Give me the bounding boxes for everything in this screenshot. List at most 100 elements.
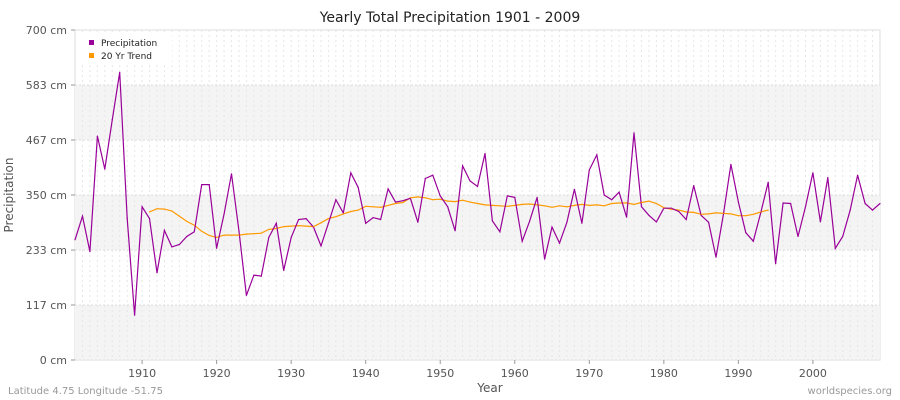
trend-point	[521, 203, 523, 205]
trend-point	[737, 215, 740, 217]
precipitation-point	[648, 214, 650, 216]
precipitation-point	[268, 236, 270, 238]
precipitation-point	[812, 172, 814, 174]
precipitation-point	[491, 220, 493, 222]
trend-point	[402, 201, 404, 204]
trend-point	[633, 203, 635, 205]
legend-label-20yr-trend: 20 Yr Trend	[101, 52, 152, 62]
precipitation-point	[529, 220, 531, 222]
precipitation-point	[372, 217, 374, 219]
precipitation-point	[365, 222, 367, 224]
precipitation-point	[402, 200, 404, 202]
trend-point	[394, 202, 397, 205]
trend-point	[462, 199, 464, 201]
precipitation-point	[760, 212, 762, 214]
trend-point	[298, 225, 300, 227]
trend-point	[178, 215, 180, 217]
precipitation-point	[380, 218, 382, 221]
trend-point	[551, 206, 553, 208]
x-tick-label: 1950	[426, 367, 454, 380]
trend-point	[655, 202, 658, 205]
precipitation-point	[804, 206, 807, 208]
data-points	[74, 71, 881, 316]
precipitation-point	[230, 173, 233, 175]
trend-point	[208, 234, 210, 237]
precipitation-point	[588, 169, 590, 171]
precipitation-point	[827, 177, 829, 179]
precipitation-point	[864, 202, 866, 205]
trend-point	[357, 209, 359, 211]
y-axis-label: Precipitation	[2, 157, 16, 232]
trend-point	[432, 199, 434, 201]
precipitation-point	[514, 196, 516, 198]
trend-point	[156, 208, 158, 210]
precipitation-point	[790, 202, 792, 205]
precipitation-point	[469, 180, 471, 182]
precipitation-point	[245, 294, 247, 296]
precipitation-point	[163, 229, 165, 231]
precipitation-point	[544, 258, 546, 260]
trend-point	[327, 218, 329, 220]
trend-point	[335, 216, 337, 218]
trend-point	[372, 206, 374, 208]
x-axis-label: Year	[476, 381, 502, 395]
precipitation-point	[260, 275, 262, 277]
trend-point	[312, 226, 315, 228]
precipitation-point	[678, 210, 680, 213]
precipitation-point	[186, 235, 188, 238]
trend-point	[663, 207, 665, 209]
precipitation-point	[655, 221, 658, 223]
trend-point	[499, 205, 501, 207]
trend-point	[476, 202, 479, 205]
precipitation-point	[573, 188, 576, 190]
precipitation-point	[342, 212, 344, 214]
precipitation-point	[447, 206, 449, 208]
trend-point	[685, 211, 687, 213]
trend-point	[693, 211, 695, 213]
y-tick-label: 700 cm	[26, 24, 67, 37]
trend-point	[767, 209, 769, 211]
precipitation-point	[879, 202, 881, 205]
trend-point	[618, 202, 620, 204]
precipitation-point	[819, 221, 822, 223]
footer-source: worldspecies.org	[808, 386, 892, 397]
precipitation-point	[715, 256, 717, 258]
trend-point	[529, 203, 531, 205]
trend-point	[454, 201, 456, 203]
trend-point	[670, 208, 672, 210]
precipitation-point	[253, 274, 255, 276]
x-tick-label: 1980	[650, 367, 678, 380]
precipitation-point	[700, 214, 702, 216]
precipitation-point	[581, 222, 583, 224]
trend-point	[424, 197, 426, 199]
precipitation-point	[290, 236, 292, 238]
trend-point	[409, 197, 411, 199]
trend-point	[380, 206, 382, 208]
y-tick-label: 467 cm	[26, 134, 67, 147]
footer-coordinates: Latitude 4.75 Longitude -51.75	[8, 386, 163, 397]
x-tick-label: 1970	[575, 367, 603, 380]
precipitation-point	[603, 194, 605, 196]
precipitation-point	[708, 221, 710, 223]
precipitation-point	[104, 168, 106, 170]
legend-label-precipitation: Precipitation	[101, 39, 157, 49]
precipitation-point	[775, 263, 777, 265]
trend-point	[253, 233, 255, 235]
precipitation-point	[394, 201, 397, 203]
trend-point	[290, 225, 292, 227]
x-tick-label: 1920	[203, 367, 231, 380]
precipitation-point	[797, 235, 799, 238]
precipitation-point	[424, 177, 426, 180]
trend-point	[745, 215, 747, 217]
trend-point	[760, 211, 762, 213]
trend-point	[201, 230, 203, 232]
trend-point	[573, 204, 576, 206]
precipitation-point	[499, 231, 501, 233]
precipitation-point	[74, 239, 76, 241]
precipitation-point	[350, 172, 352, 174]
trend-point	[320, 222, 322, 224]
precipitation-point	[834, 247, 836, 249]
trend-point	[305, 225, 307, 227]
trend-point	[640, 201, 643, 204]
trend-point	[596, 204, 598, 206]
